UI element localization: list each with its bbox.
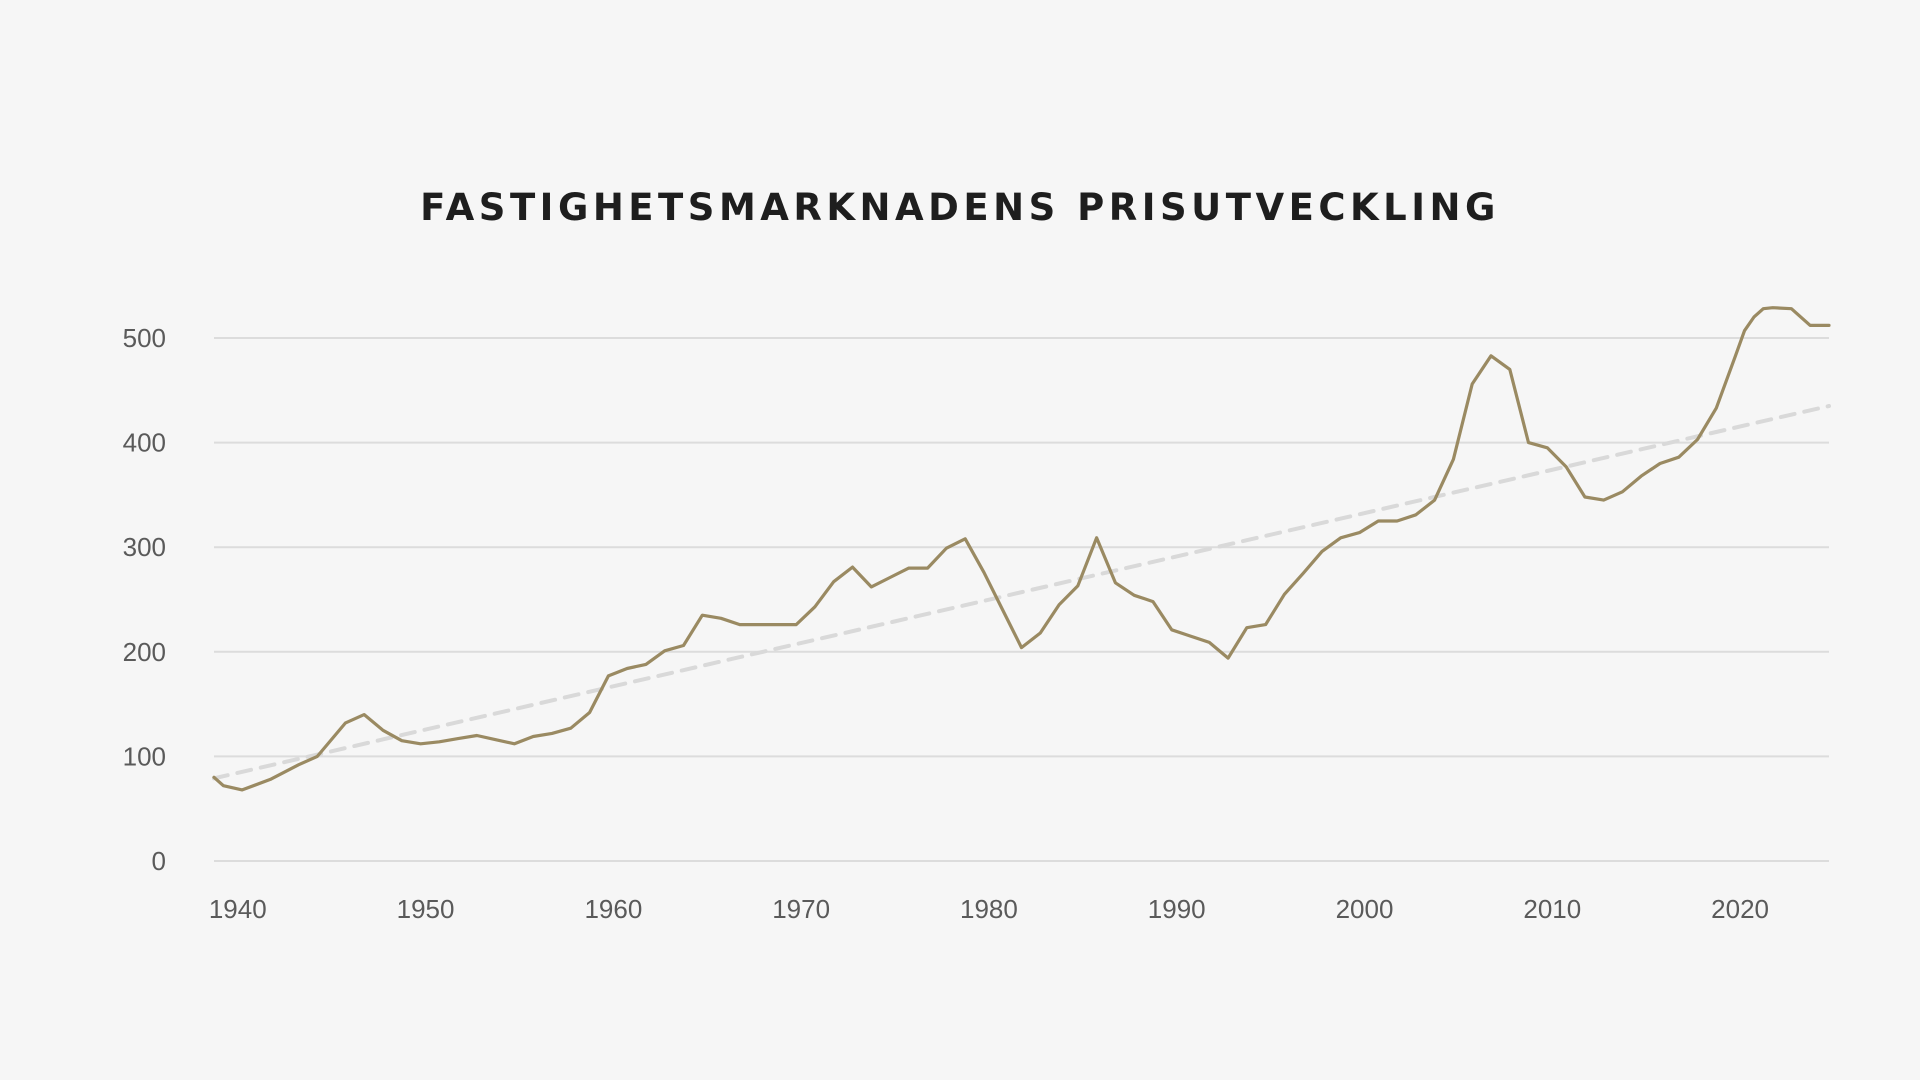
y-tick-label-200: 200 [123, 637, 166, 667]
y-tick-label-0: 0 [152, 846, 166, 876]
x-tick-label-1990: 1990 [1148, 894, 1206, 924]
y-tick-label-100: 100 [123, 741, 166, 771]
y-tick-label-500: 500 [123, 323, 166, 353]
x-tick-label-1940: 1940 [209, 894, 267, 924]
x-tick-label-1970: 1970 [772, 894, 830, 924]
grid-lines [214, 337, 1829, 862]
x-tick-label-1950: 1950 [397, 894, 455, 924]
x-tick-label-1980: 1980 [960, 894, 1018, 924]
x-tick-label-2020: 2020 [1711, 894, 1769, 924]
series-line-0 [212, 306, 1831, 792]
y-tick-label-300: 300 [123, 532, 166, 562]
x-tick-label-2010: 2010 [1523, 894, 1581, 924]
series-line-group [212, 306, 1831, 792]
chart-title: FASTIGHETSMARKNADENS PRISUTVECKLING [420, 186, 1500, 229]
x-tick-label-1960: 1960 [584, 894, 642, 924]
y-axis-tick-labels: 0 100 200 300 400 500 [123, 323, 166, 876]
trend-line [212, 403, 1831, 781]
x-axis-tick-labels: 1940 1950 1960 1970 1980 1990 2000 2010 2020 [209, 894, 1769, 924]
y-tick-label-400: 400 [123, 428, 166, 458]
trend-line-group [212, 403, 1831, 781]
x-tick-label-2000: 2000 [1336, 894, 1394, 924]
